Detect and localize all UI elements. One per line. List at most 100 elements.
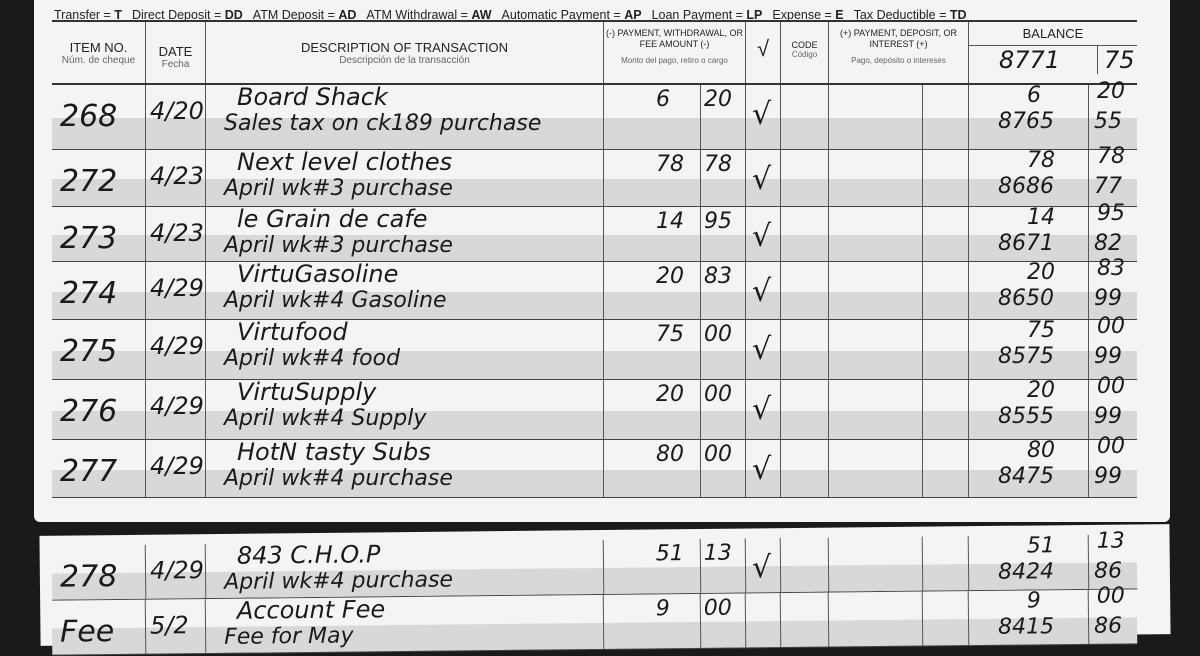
item-number: 277 (60, 454, 118, 489)
subtract-dollars: 80 (1027, 438, 1055, 463)
column-divider (603, 320, 604, 379)
column-divider (744, 593, 747, 648)
payment-dollars: 6 (656, 87, 670, 112)
cleared-check: √ (752, 219, 772, 254)
cleared-check: √ (752, 162, 772, 197)
column-divider (205, 380, 206, 439)
check-header: √ (745, 22, 780, 83)
date: 4/29 (150, 332, 204, 360)
legend-item: Direct Deposit = DD (132, 8, 243, 22)
column-divider (968, 380, 969, 439)
payment-cents: 78 (704, 152, 732, 177)
column-divider (827, 537, 830, 592)
legend-code: DD (224, 8, 243, 22)
column-divider (145, 85, 146, 149)
balance-dollars: 8555 (998, 404, 1054, 429)
payment-header: (-) PAYMENT, WITHDRAWAL, OR FEE AMOUNT (… (603, 22, 745, 83)
column-divider (1088, 320, 1089, 379)
column-divider (145, 207, 146, 261)
balance-header: BALANCE 8771 75 (968, 22, 1137, 83)
column-divider (780, 262, 781, 319)
description-line2: April wk#4 Supply (224, 406, 427, 431)
cleared-check: √ (751, 550, 772, 586)
row-stripe (52, 410, 1137, 439)
date-header: DATE Fecha (145, 22, 205, 83)
legend-code: AW (471, 8, 492, 22)
column-divider (745, 380, 746, 439)
column-divider (780, 320, 781, 379)
description-line2: Fee for May (224, 623, 354, 650)
date: 4/29 (150, 392, 204, 420)
column-divider (828, 262, 829, 319)
column-divider (602, 539, 605, 594)
description-label-es: Descripción de la transacción (339, 55, 470, 66)
column-divider (699, 593, 702, 648)
balance-dollars: 8475 (998, 464, 1054, 489)
column-divider (922, 85, 923, 149)
description-line1: Account Fee (236, 595, 386, 625)
column-divider (700, 150, 701, 206)
column-divider (700, 85, 701, 149)
column-divider (603, 85, 604, 149)
subtract-dollars: 75 (1027, 318, 1055, 343)
description-line1: Board Shack (237, 83, 388, 111)
table-row: 276 4/29 VirtuSupply April wk#4 Supply 20 00 √… (52, 374, 1137, 440)
payment-cents: 13 (703, 540, 732, 566)
description-line2: April wk#3 purchase (224, 233, 453, 258)
code-label-es: Código (791, 50, 818, 59)
column-divider (1088, 262, 1089, 319)
payment-dollars: 80 (656, 442, 684, 467)
deposit-label: (+) PAYMENT, DEPOSIT, OR INTEREST (+) (840, 28, 957, 49)
description-header: DESCRIPTION OF TRANSACTION Descripción de… (205, 22, 603, 83)
item-number: 268 (60, 99, 118, 134)
column-divider (205, 262, 206, 319)
item-number: 274 (60, 276, 118, 311)
column-divider (603, 380, 604, 439)
column-divider (745, 85, 746, 149)
balance-dollars: 8575 (998, 344, 1054, 369)
legend-label: Transfer = (54, 8, 115, 22)
table-row: 274 4/29 VirtuGasoline April wk#4 Gasoline 2… (52, 256, 1137, 320)
column-divider (744, 538, 747, 593)
legend-label: Automatic Payment = (501, 8, 625, 22)
column-divider (1088, 150, 1089, 206)
legend-label: Tax Deductible = (853, 8, 950, 22)
payment-cents: 00 (703, 595, 732, 621)
code-legend: Transfer = T Direct Deposit = DD ATM Depos… (54, 8, 977, 22)
description-line2: April wk#4 purchase (224, 567, 454, 595)
table-row: 268 4/20 Board Shack Sales tax on ck189 pur… (52, 79, 1137, 150)
column-divider (780, 150, 781, 206)
legend-code: AP (624, 8, 642, 22)
subtract-cents: 78 (1097, 144, 1125, 169)
column-divider (1087, 589, 1090, 644)
legend-item: Expense = E (772, 8, 843, 22)
column-divider (144, 544, 147, 599)
legend-code: E (835, 8, 844, 22)
column-divider (921, 591, 924, 646)
subtract-dollars: 78 (1027, 148, 1055, 173)
subtract-cents: 95 (1097, 201, 1125, 226)
column-divider (603, 150, 604, 206)
description-line2: Sales tax on ck189 purchase (224, 111, 542, 136)
column-divider (779, 538, 782, 593)
subtract-dollars: 6 (1027, 83, 1041, 108)
column-divider (699, 538, 702, 593)
item-no-label-es: Núm. de cheque (61, 55, 136, 66)
column-divider (145, 380, 146, 439)
date: 4/23 (150, 219, 204, 247)
legend-label: Expense = (772, 8, 836, 22)
balance-cents: 77 (1094, 174, 1122, 199)
column-divider (745, 207, 746, 261)
column-divider (1087, 534, 1090, 589)
description-line1: HotN tasty Subs (237, 438, 431, 466)
row-stripe (52, 118, 1137, 149)
balance-dollars: 8765 (998, 109, 1054, 134)
subtract-cents: 83 (1097, 256, 1125, 281)
table-row: 277 4/29 HotN tasty Subs April wk#4 purchas… (52, 434, 1137, 498)
subtract-cents: 13 (1096, 528, 1125, 554)
column-divider (922, 207, 923, 261)
table-row: 272 4/23 Next level clothes April wk#3 purc… (52, 144, 1137, 207)
check-label: √ (756, 36, 770, 61)
date-label-es: Fecha (161, 59, 190, 70)
column-divider (145, 320, 146, 379)
